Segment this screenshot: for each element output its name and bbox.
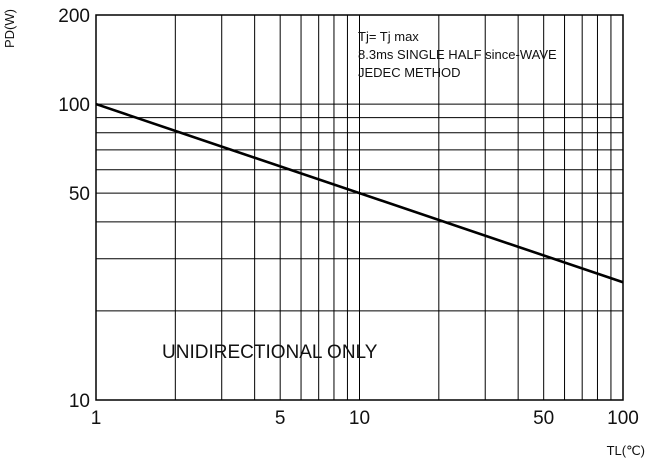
- condition-note-1: Tj= Tj max: [358, 29, 419, 44]
- grid-lines: [96, 15, 623, 400]
- plot-frame: [95, 14, 624, 401]
- condition-note-3: JEDEC METHOD: [358, 65, 461, 80]
- x-axis-label: TL(℃): [607, 443, 645, 458]
- y-tick-label: 200: [58, 6, 90, 27]
- x-tick-label: 5: [275, 408, 286, 429]
- series-line: [95, 102, 624, 284]
- x-tick-label: 100: [607, 408, 639, 429]
- condition-note-2: 8.3ms SINGLE HALF since-WAVE: [358, 47, 557, 62]
- series-layer: [95, 102, 624, 284]
- x-tick-label: 50: [533, 408, 554, 429]
- y-tick-label: 10: [69, 391, 90, 412]
- x-tick-label: 10: [349, 408, 370, 429]
- tick-labels: 1 5 10 50 100 10 50 100 200: [58, 6, 639, 429]
- y-tick-label: 50: [69, 184, 90, 205]
- x-tick-label: 1: [91, 408, 102, 429]
- unidirectional-note: UNIDIRECTIONAL ONLY: [162, 342, 378, 363]
- y-axis-label: PD(W): [2, 9, 17, 48]
- y-tick-label: 100: [58, 95, 90, 116]
